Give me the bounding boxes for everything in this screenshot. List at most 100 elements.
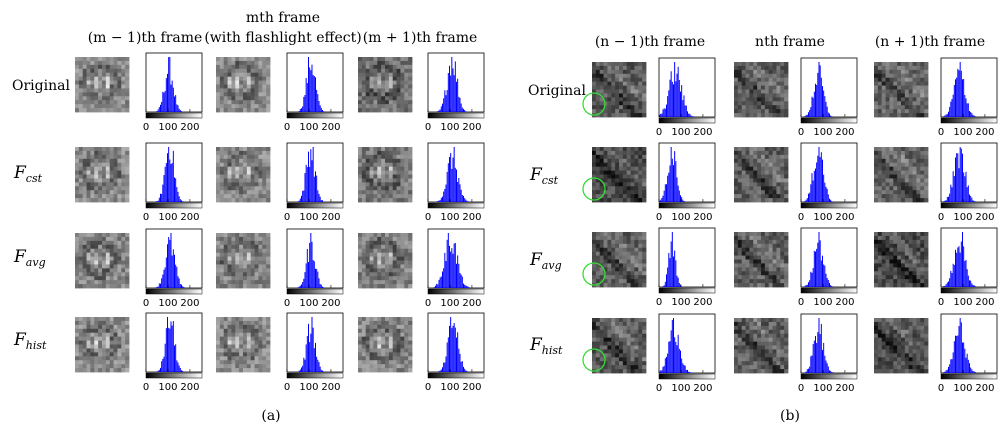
thumbnail-pixel	[874, 283, 879, 288]
thumbnail-pixel	[920, 239, 925, 245]
thumbnail-pixel	[920, 232, 925, 237]
thumbnail-pixel	[599, 89, 604, 94]
thumbnail-pixel	[764, 73, 770, 79]
thumbnail-pixel	[741, 243, 746, 249]
thumbnail-pixel	[874, 85, 879, 90]
thumbnail-pixel	[388, 80, 394, 85]
histogram-bar	[468, 287, 470, 288]
thumbnail-pixel	[642, 239, 647, 245]
thumbnail-pixel	[125, 174, 130, 179]
thumbnail-pixel	[385, 340, 390, 345]
thumbnail-pixel	[874, 158, 879, 164]
thumbnail-pixel	[388, 236, 394, 242]
thumbnail-pixel	[392, 364, 397, 369]
thumbnail-pixel	[109, 154, 114, 160]
histogram-tick-label: 100	[671, 127, 690, 138]
thumbnail-pixel	[396, 233, 401, 238]
thumbnail-pixel	[94, 356, 99, 361]
thumbnail-pixel	[75, 280, 80, 285]
thumbnail-pixel	[223, 264, 228, 269]
thumbnail-pixel	[82, 154, 87, 160]
thumbnail-pixel	[874, 147, 879, 152]
panel-b-row-label-hist: Fhist	[529, 335, 563, 357]
histogram-bar	[298, 286, 300, 288]
thumbnail-pixel	[599, 186, 604, 191]
panel-a-col2-title: mth frame	[246, 10, 320, 26]
thumbnail-pixel	[897, 247, 902, 253]
thumbnail-pixel	[258, 96, 263, 101]
thumbnail-pixel	[377, 147, 382, 152]
thumbnail-pixel	[912, 89, 917, 94]
thumbnail-pixel	[361, 328, 367, 334]
thumbnail-pixel	[86, 88, 91, 93]
thumbnail-pixel	[908, 158, 913, 164]
thumbnail-pixel	[105, 100, 111, 105]
thumbnail-pixel	[78, 280, 84, 285]
thumbnail-pixel	[82, 60, 87, 66]
thumbnail-pixel	[361, 72, 367, 78]
thumbnail-pixel	[916, 247, 921, 253]
thumbnail-pixel	[626, 162, 631, 168]
thumbnail-pixel	[105, 158, 111, 164]
thumbnail-pixel	[404, 108, 409, 113]
thumbnail-pixel	[592, 243, 597, 249]
thumbnail-pixel	[262, 268, 267, 273]
thumbnail-pixel	[611, 247, 616, 253]
thumbnail-pixel	[784, 186, 789, 191]
thumbnail-pixel	[408, 147, 413, 152]
thumbnail-pixel	[216, 368, 221, 373]
thumbnail-pixel	[634, 235, 639, 241]
thumbnail-pixel	[764, 198, 770, 203]
thumbnail-pixel	[216, 92, 221, 97]
thumbnail-pixel	[86, 190, 91, 195]
thumbnail-pixel	[630, 279, 635, 284]
thumbnail-pixel	[626, 255, 631, 260]
thumbnail-pixel	[607, 198, 612, 203]
thumbnail-pixel	[595, 105, 601, 110]
histogram-bar	[439, 370, 441, 372]
histogram-bar	[971, 283, 973, 287]
thumbnail-pixel	[373, 320, 378, 326]
thumbnail-pixel	[254, 162, 259, 168]
thumbnail-pixel	[262, 364, 267, 369]
thumbnail-pixel	[235, 162, 240, 168]
thumbnail-pixel	[262, 154, 267, 160]
thumbnail-pixel	[595, 365, 601, 370]
thumbnail-pixel	[98, 150, 103, 156]
thumbnail-pixel	[592, 89, 597, 94]
thumbnail-pixel	[764, 247, 770, 253]
thumbnail-pixel	[358, 284, 363, 289]
thumbnail-pixel	[753, 247, 758, 253]
thumbnail-pixel	[745, 178, 750, 183]
histogram-tick-label: 200	[975, 127, 994, 138]
histogram-bar	[691, 116, 693, 117]
thumbnail-pixel	[877, 162, 883, 168]
thumbnail-pixel	[250, 104, 255, 109]
thumbnail-pixel	[117, 174, 122, 179]
histogram-bar	[676, 177, 678, 202]
thumbnail-pixel	[219, 60, 225, 66]
thumbnail-pixel	[904, 147, 910, 152]
thumbnail-pixel	[266, 158, 271, 164]
thumbnail-pixel	[262, 166, 267, 171]
thumbnail-pixel	[904, 279, 910, 284]
thumbnail-pixel	[603, 365, 608, 370]
thumbnail-pixel	[761, 186, 766, 191]
thumbnail-pixel	[358, 272, 363, 277]
thumbnail-pixel	[885, 243, 890, 249]
thumbnail-pixel	[388, 64, 394, 70]
thumbnail-pixel	[638, 247, 643, 253]
thumbnail-pixel	[381, 336, 386, 341]
thumbnail-pixel	[603, 361, 608, 366]
thumbnail-pixel	[642, 113, 647, 118]
thumbnail-pixel	[615, 97, 620, 102]
thumbnail-pixel	[377, 324, 382, 330]
thumbnail-pixel	[745, 109, 750, 114]
thumbnail-pixel	[98, 352, 103, 357]
thumbnail-pixel	[634, 232, 639, 237]
thumbnail-pixel	[619, 150, 624, 156]
thumbnail-pixel	[404, 248, 409, 254]
thumbnail-pixel	[893, 271, 898, 276]
thumbnail-pixel	[388, 96, 394, 101]
